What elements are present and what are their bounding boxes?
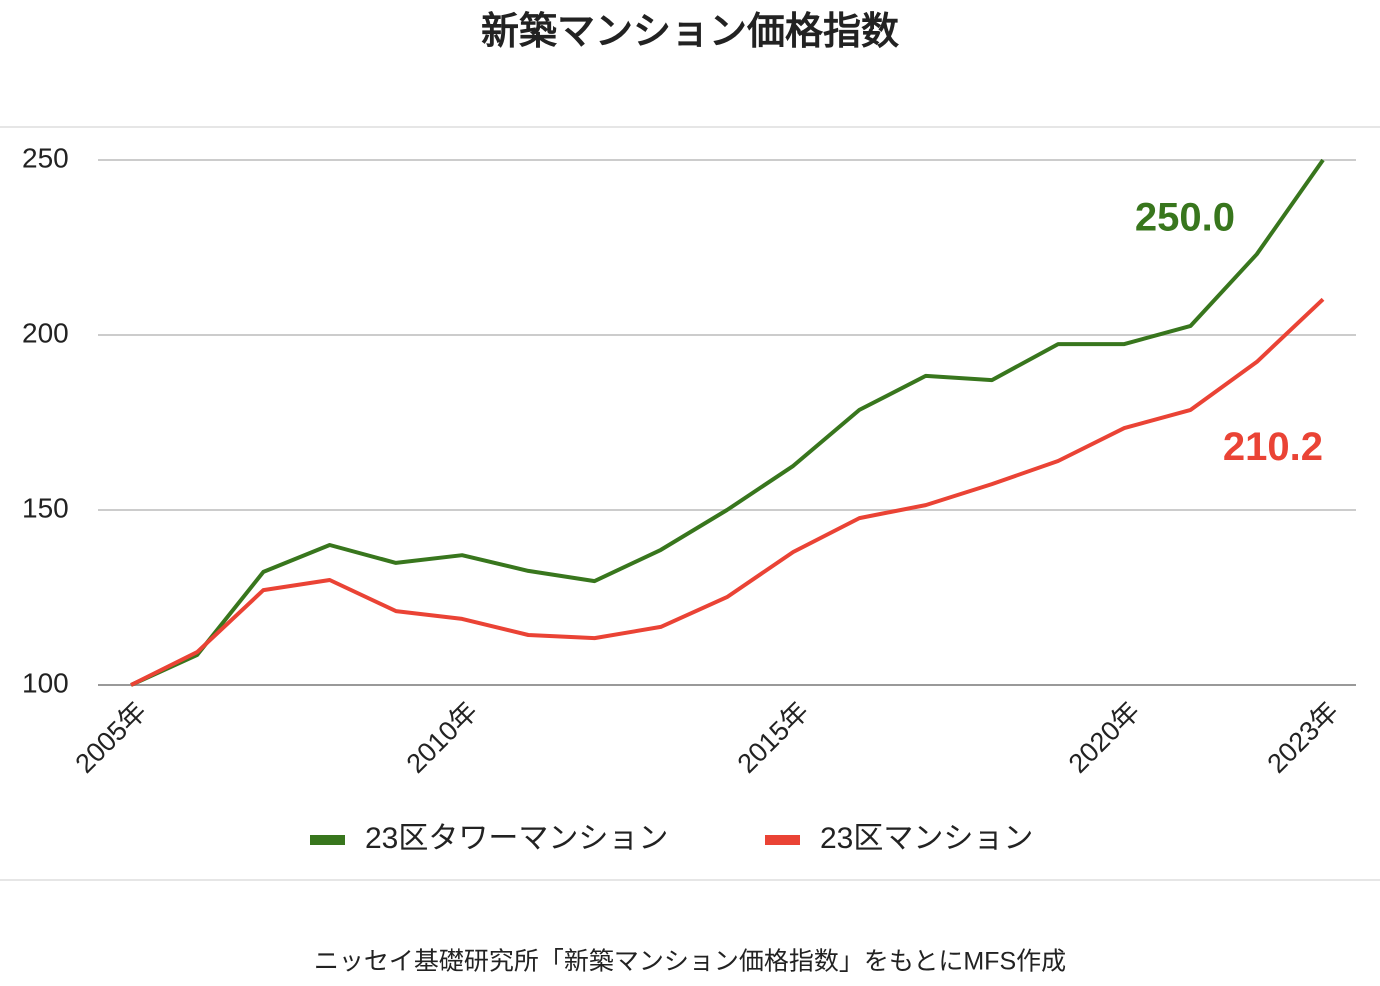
y-tick-label: 250: [22, 142, 69, 173]
x-tick-label: 2010年: [401, 696, 484, 779]
source-note: ニッセイ基礎研究所「新築マンション価格指数」をもとにMFS作成: [314, 948, 1066, 976]
chart-title: 新築マンション価格指数: [481, 11, 899, 53]
y-tick-label: 100: [22, 667, 69, 698]
x-tick-label: 2015年: [732, 696, 815, 779]
legend-label: 23区マンション: [820, 822, 1033, 855]
data-label: 210.2: [1223, 425, 1323, 469]
series-line: [130, 297, 1325, 687]
x-tick-label: 2023年: [1261, 696, 1344, 779]
x-tick-label: 2005年: [69, 696, 152, 779]
legend-swatch: [765, 835, 800, 845]
legend-swatch: [310, 835, 345, 845]
y-tick-label: 200: [22, 317, 69, 348]
data-label: 250.0: [1135, 196, 1235, 240]
series-line: [130, 158, 1325, 687]
legend-label: 23区タワーマンション: [365, 822, 668, 855]
y-tick-label: 150: [22, 492, 69, 523]
x-tick-label: 2020年: [1063, 696, 1146, 779]
